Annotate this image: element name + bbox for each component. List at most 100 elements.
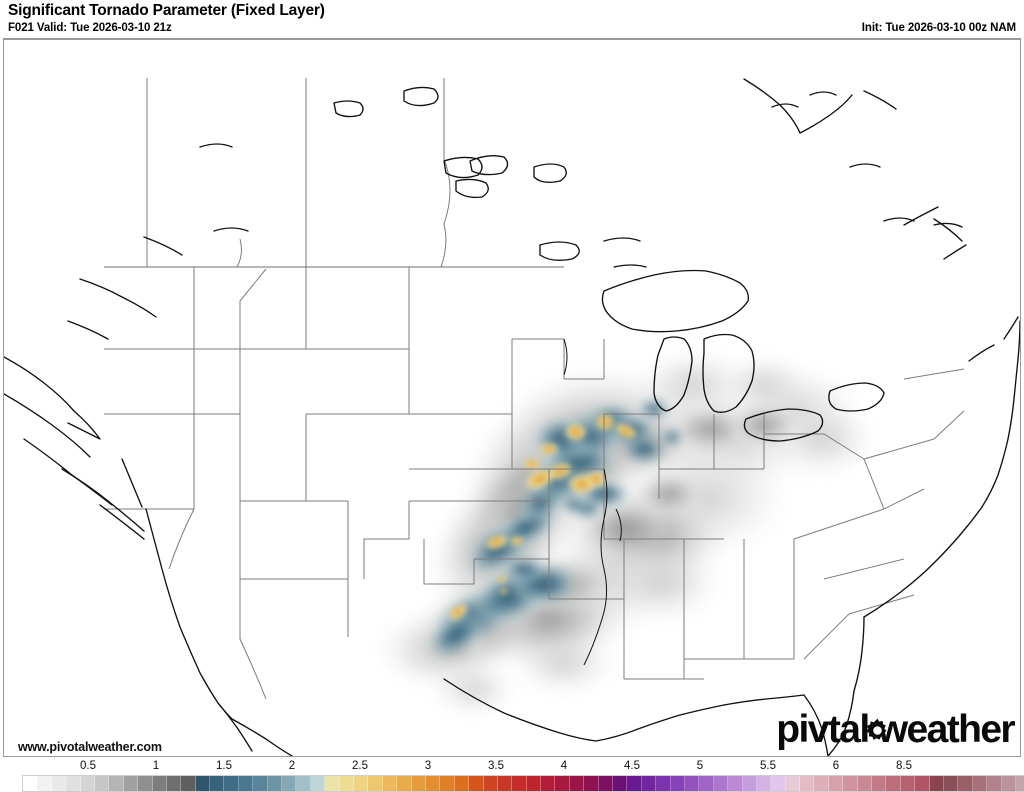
colorbar-swatch [728, 776, 743, 791]
colorbar-swatch [469, 776, 484, 791]
colorbar-swatch [987, 776, 1002, 791]
colorbar-swatch [843, 776, 858, 791]
colorbar-swatch [23, 776, 38, 791]
colorbar-swatch [397, 776, 412, 791]
colorbar-swatch [742, 776, 757, 791]
colorbar-swatch [958, 776, 973, 791]
colorbar-swatch [483, 776, 498, 791]
colorbar-swatch [368, 776, 383, 791]
colorbar-swatch [641, 776, 657, 791]
colorbar-swatch [382, 776, 398, 791]
colorbar-swatch [1001, 776, 1016, 791]
colorbar-swatch [828, 776, 844, 791]
colorbar-tick-label: 6 [832, 760, 840, 772]
colorbar-swatch [814, 776, 829, 791]
stp-orange-maxima [448, 413, 638, 621]
colorbar-swatch [785, 776, 801, 791]
colorbar-swatch [138, 776, 153, 791]
map-panel[interactable] [3, 38, 1021, 757]
stp-field [372, 348, 879, 717]
colorbar-tick-label: 1 [152, 760, 160, 772]
colorbar-swatch [944, 776, 959, 791]
colorbar-swatch [915, 776, 930, 791]
colorbar-swatch [310, 776, 326, 791]
colorbar-swatch [166, 776, 182, 791]
colorbar-tick-label: 1.5 [216, 760, 232, 772]
init-time-label: Init: Tue 2026-03-10 00z NAM [861, 22, 1016, 34]
colorbar-swatch [684, 776, 700, 791]
colorbar-swatch [800, 776, 815, 791]
colorbar-tick-label: 4.5 [624, 760, 640, 772]
colorbar-swatch [872, 776, 887, 791]
site-url-watermark: www.pivotalweather.com [18, 740, 162, 754]
brand-text-pre: piv [776, 707, 829, 751]
header: Significant Tornado Parameter (Fixed Lay… [0, 0, 1024, 38]
colorbar-swatch [425, 776, 441, 791]
colorbar-swatch [66, 776, 81, 791]
colorbar-swatch [267, 776, 283, 791]
colorbar-swatch [541, 776, 556, 791]
colorbar-swatch [411, 776, 426, 791]
colorbar-swatch [886, 776, 901, 791]
colorbar-swatch [109, 776, 124, 791]
colorbar-swatch [353, 776, 369, 791]
colorbar-tick-label: 2 [288, 760, 296, 772]
colorbar-swatch [80, 776, 95, 791]
colorbar-swatch [497, 776, 513, 791]
colorbar-tick-label: 5.5 [760, 760, 776, 772]
colorbar-swatch [253, 776, 268, 791]
colorbar-swatch [51, 776, 67, 791]
colorbar-swatch [210, 776, 225, 791]
colorbar-swatch [296, 776, 311, 791]
colorbar-swatch [627, 776, 642, 791]
colorbar-swatch [37, 776, 52, 791]
colorbar-swatch [584, 776, 599, 791]
colorbar-tick-label: 5 [696, 760, 704, 772]
colorbar-tick-label: 3.5 [488, 760, 504, 772]
pivotal-weather-logo: piv tal weather [776, 706, 1016, 752]
colorbar-swatch [238, 776, 254, 791]
colorbar-swatch [598, 776, 614, 791]
colorbar-swatch [123, 776, 139, 791]
valid-time-label: F021 Valid: Tue 2026-03-10 21z [8, 22, 172, 34]
colorbar-tick-label: 2.5 [352, 760, 368, 772]
map-canvas[interactable] [4, 39, 1020, 756]
colorbar-tick-label: 8.5 [896, 760, 912, 772]
coastlines [4, 78, 1020, 756]
colorbar-swatch [656, 776, 671, 791]
colorbar-swatch [613, 776, 628, 791]
colorbar-swatch [972, 776, 988, 791]
colorbar-swatch [526, 776, 542, 791]
colorbar-swatch [94, 776, 110, 791]
colorbar-swatch [440, 776, 455, 791]
colorbar-tick-label: 3 [424, 760, 432, 772]
colorbar-swatch [756, 776, 772, 791]
colorbar-swatch [569, 776, 585, 791]
colorbar-swatches [22, 775, 1024, 792]
colorbar-swatch [900, 776, 916, 791]
brand-text-post: tal weather [827, 707, 1016, 751]
colorbar-swatch [181, 776, 196, 791]
colorbar-swatch [454, 776, 470, 791]
colorbar-tick-label: 0.5 [80, 760, 96, 772]
colorbar-ticks: 0.5 1 1.5 2 2.5 3 3.5 4 4.5 5 5.5 6 8.5 [0, 760, 1024, 775]
colorbar-tick-label: 4 [560, 760, 568, 772]
rivers [563, 338, 622, 666]
colorbar-swatch [713, 776, 729, 791]
colorbar-swatch [224, 776, 239, 791]
colorbar-swatch [670, 776, 685, 791]
colorbar-swatch [195, 776, 211, 791]
colorbar-swatch [282, 776, 297, 791]
colorbar: 0.5 1 1.5 2 2.5 3 3.5 4 4.5 5 5.5 6 8.5 [0, 760, 1024, 792]
page-title: Significant Tornado Parameter (Fixed Lay… [8, 2, 325, 19]
colorbar-swatch [152, 776, 167, 791]
colorbar-swatch [512, 776, 527, 791]
colorbar-swatch [339, 776, 354, 791]
political-borders [104, 78, 965, 700]
colorbar-swatch [929, 776, 944, 791]
colorbar-swatch [1015, 776, 1024, 791]
colorbar-swatch [699, 776, 714, 791]
colorbar-swatch [325, 776, 340, 791]
gear-icon [866, 718, 887, 740]
